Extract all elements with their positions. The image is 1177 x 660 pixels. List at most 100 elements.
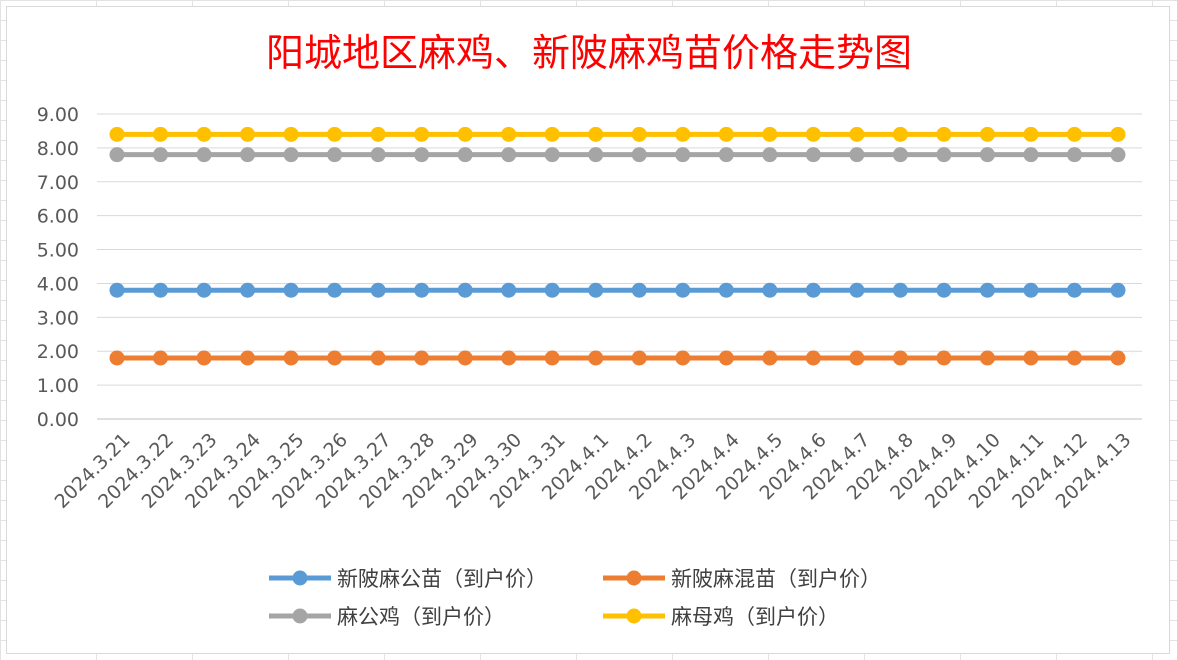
data-point [718,282,734,298]
data-point [849,147,865,163]
data-point [414,147,430,163]
data-point [1023,282,1039,298]
data-point [718,147,734,163]
data-point [153,282,169,298]
legend-item[interactable]: 新陂麻混苗（到户价） [603,567,881,591]
chart-area[interactable]: 阳城地区麻鸡、新陂麻鸡苗价格走势图 0.00 1.00 2.00 3.00 4.00 5.… [6,6,1170,654]
data-point [1023,350,1039,366]
data-point [675,126,691,142]
data-point [805,350,821,366]
data-point [501,126,517,142]
data-point [762,126,778,142]
series-line [109,282,1126,298]
legend-label: 新陂麻混苗（到户价） [671,567,881,591]
data-point [892,147,908,163]
data-point [892,350,908,366]
data-point [501,147,517,163]
y-tick-label: 7.00 [37,172,79,194]
data-point [327,282,343,298]
data-point [240,126,256,142]
y-tick-label: 9.00 [37,104,79,126]
series-lines [109,126,1126,366]
data-point [675,282,691,298]
data-point [631,147,647,163]
data-point [327,350,343,366]
y-tick-label: 1.00 [37,375,79,397]
y-tick-label: 8.00 [37,138,79,160]
data-point [588,350,604,366]
data-point [196,126,212,142]
data-point [718,350,734,366]
data-point [631,350,647,366]
data-point [588,282,604,298]
data-point [1066,126,1082,142]
data-point [240,282,256,298]
data-point [544,126,560,142]
data-point [544,282,560,298]
data-point [457,282,473,298]
data-point [196,350,212,366]
data-point [544,350,560,366]
y-tick-label: 5.00 [37,240,79,262]
grid-lines [97,113,1142,420]
data-point [979,350,995,366]
data-point [631,126,647,142]
legend-marker [626,570,642,586]
legend-marker [292,608,308,624]
data-point [1023,126,1039,142]
data-point [1110,350,1126,366]
y-axis-tick-labels: 0.00 1.00 2.00 3.00 4.00 5.00 6.00 7.00 8.00 9.00 [37,104,79,431]
series-line [109,350,1126,366]
legend-label: 麻公鸡（到户价） [337,605,505,629]
data-point [196,147,212,163]
legend: 新陂麻公苗（到户价） 新陂麻混苗（到户价） 麻公鸡（到户价） 麻母鸡（到户价） [269,567,881,629]
data-point [936,282,952,298]
data-point [1023,147,1039,163]
series-line [109,147,1126,163]
series-line [109,126,1126,142]
data-point [805,126,821,142]
data-point [501,350,517,366]
data-point [153,350,169,366]
data-point [283,350,299,366]
data-point [240,350,256,366]
data-point [1066,350,1082,366]
data-point [936,350,952,366]
data-point [588,147,604,163]
data-point [544,147,560,163]
legend-label: 新陂麻公苗（到户价） [337,567,547,591]
data-point [849,126,865,142]
data-point [196,282,212,298]
data-point [979,126,995,142]
data-point [283,126,299,142]
y-tick-label: 4.00 [37,273,79,295]
data-point [457,126,473,142]
data-point [457,350,473,366]
legend-item[interactable]: 新陂麻公苗（到户价） [269,567,547,591]
legend-marker [626,608,642,624]
data-point [414,350,430,366]
data-point [327,126,343,142]
x-axis-tick-labels: 2024.3.212024.3.222024.3.232024.3.242024… [51,429,1136,513]
y-tick-label: 0.00 [37,409,79,431]
legend-item[interactable]: 麻公鸡（到户价） [269,605,505,629]
legend-item[interactable]: 麻母鸡（到户价） [603,605,839,629]
data-point [936,147,952,163]
data-point [849,350,865,366]
legend-label: 麻母鸡（到户价） [671,605,839,629]
data-point [936,126,952,142]
data-point [718,126,734,142]
data-point [153,147,169,163]
data-point [1110,126,1126,142]
data-point [762,350,778,366]
data-point [762,282,778,298]
data-point [370,350,386,366]
data-point [979,147,995,163]
data-point [457,147,473,163]
data-point [283,147,299,163]
data-point [327,147,343,163]
data-point [109,126,125,142]
data-point [805,147,821,163]
y-tick-label: 3.00 [37,307,79,329]
data-point [762,147,778,163]
